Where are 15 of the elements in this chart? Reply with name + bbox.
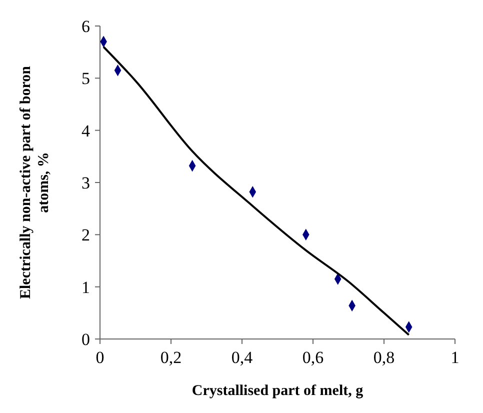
- y-axis-title: Electrically non-active part of boron atoms, %: [18, 65, 52, 300]
- x-axis-title: Crystallised part of melt, g: [192, 383, 364, 399]
- x-tick-label: 0,8: [373, 348, 395, 367]
- y-tick-label: 1: [82, 278, 90, 297]
- y-tick-label: 2: [82, 226, 90, 245]
- x-tick-label: 0,6: [302, 348, 324, 367]
- x-tick-label: 0,2: [160, 348, 182, 367]
- x-tick-label: 1: [450, 348, 460, 367]
- y-tick-label: 3: [82, 173, 90, 192]
- x-tick-label: 0: [96, 348, 104, 367]
- y-tick-label: 5: [82, 69, 90, 88]
- y-tick-label: 6: [82, 16, 90, 36]
- y-tick-label: 4: [82, 121, 90, 140]
- y-tick-label: 0: [82, 330, 90, 349]
- x-tick-label: 0,4: [231, 348, 254, 367]
